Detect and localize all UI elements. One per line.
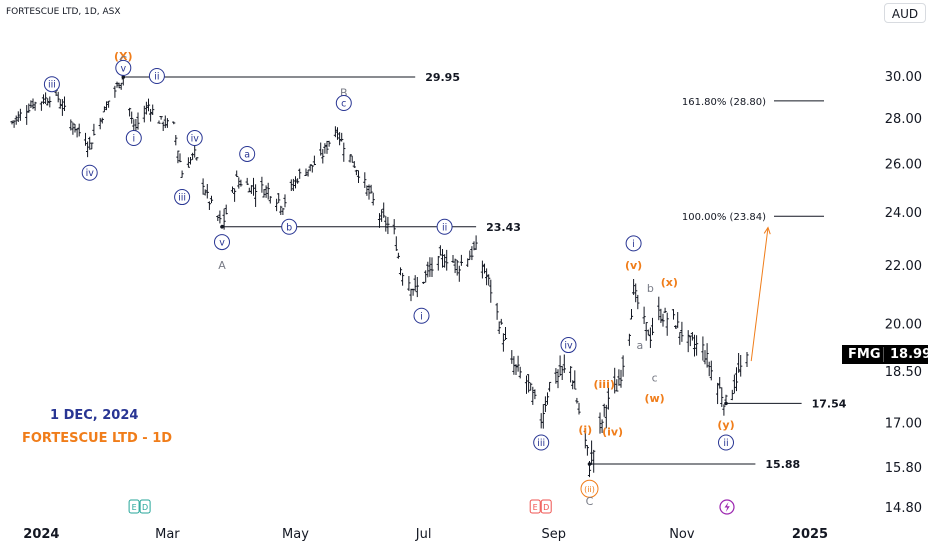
wave-label: v [219, 238, 225, 249]
wave-label: c [652, 372, 658, 385]
wave-label-circle [148, 68, 165, 84]
currency-button[interactable]: AUD [884, 3, 926, 23]
y-tick-label: 17.00 [885, 416, 922, 431]
wave-label: iii [178, 193, 186, 204]
wave-label: (ii) [584, 485, 595, 494]
wave-label: (x) [661, 276, 678, 289]
wave-label: c [341, 99, 346, 110]
wave-label-circle [115, 59, 132, 76]
event-marker-letter: D [543, 503, 549, 512]
x-tick-label: May [282, 527, 309, 542]
wave-label: iv [86, 168, 95, 179]
fib-label: 161.80% (28.80) [682, 97, 766, 108]
wave-label: (iv) [602, 426, 623, 439]
level-label: 17.54 [812, 397, 847, 410]
event-marker-letter: E [132, 503, 137, 512]
y-tick-label: 20.00 [885, 317, 922, 332]
wave-label-circle [718, 434, 734, 451]
wave-label: b [286, 222, 292, 233]
wave-label: (iii) [594, 378, 615, 391]
level-label: 29.95 [425, 71, 460, 84]
wave-label-circle [281, 218, 298, 235]
event-marker-letter: E [533, 503, 538, 512]
lightning-icon-glyph [724, 502, 730, 512]
wave-label-circle [580, 479, 599, 498]
x-tick-label: Sep [542, 527, 567, 542]
wave-label-circle [239, 145, 256, 162]
x-tick-label: Nov [669, 527, 695, 542]
y-tick-label: 24.00 [885, 206, 922, 221]
wave-label: b [647, 282, 654, 295]
x-tick-label: 2024 [23, 527, 59, 542]
level-anchor-dot [121, 75, 126, 79]
event-marker[interactable] [139, 499, 151, 514]
y-tick-label: 22.00 [885, 259, 922, 274]
projection-arrowhead [763, 226, 771, 235]
fib-label: 100.00% (23.84) [682, 212, 766, 223]
y-tick-label: 28.00 [885, 112, 922, 127]
wave-label: iv [564, 341, 573, 352]
wave-label-circle [413, 307, 430, 324]
wave-label: (v) [625, 259, 642, 272]
wave-label-circle [436, 218, 453, 235]
x-tick-label: Mar [155, 527, 180, 542]
wave-label: iii [48, 80, 56, 91]
ticker-label: FMG [848, 347, 881, 362]
level-anchor-dot [724, 401, 728, 406]
wave-label: (i) [578, 424, 592, 437]
wave-label: ii [154, 72, 159, 83]
wave-label-circle [625, 235, 642, 252]
wave-label-circle [81, 164, 98, 181]
wave-label: i [420, 311, 423, 322]
wave-label: (w) [644, 392, 664, 405]
wave-label: (y) [717, 418, 734, 431]
level-label: 15.88 [765, 458, 800, 471]
wave-label: (X) [114, 50, 133, 63]
y-tick-label: 14.80 [885, 501, 922, 516]
wave-label-circle [43, 76, 60, 93]
event-marker[interactable] [128, 499, 140, 514]
y-tick-label: 15.80 [885, 461, 922, 476]
wave-label: i [132, 134, 135, 145]
wave-label: v [120, 63, 126, 74]
wave-label: a [244, 149, 250, 160]
analysis-date: 1 DEC, 2024 [50, 408, 139, 423]
wave-label-circle [186, 130, 203, 147]
badge-divider [883, 347, 884, 362]
projection-arrow [750, 227, 769, 362]
wave-label: ii [723, 438, 728, 449]
level-anchor-dot [220, 224, 224, 229]
event-marker[interactable] [529, 499, 541, 514]
wave-label: iv [191, 134, 200, 145]
y-tick-label: 18.50 [885, 365, 922, 380]
y-tick-label: 26.00 [885, 157, 922, 172]
wave-label: B [340, 86, 348, 99]
event-marker-letter: D [142, 503, 148, 512]
wave-label-circle [335, 95, 352, 112]
wave-label-circle [560, 337, 577, 354]
analysis-subtitle: FORTESCUE LTD - 1D [22, 431, 173, 446]
event-marker[interactable] [540, 499, 552, 514]
wave-label-circle [174, 189, 191, 206]
wave-label: i [632, 239, 635, 250]
wave-label: A [218, 259, 226, 272]
symbol-price-badge: FMG 18.99 [842, 345, 932, 364]
x-tick-label: Jul [415, 527, 432, 542]
level-anchor-dot [587, 462, 592, 466]
last-price: 18.99 [890, 347, 932, 362]
wave-label: a [637, 339, 644, 352]
wave-label: ii [442, 222, 447, 233]
wave-label: iii [537, 438, 545, 449]
wave-label-circle [125, 130, 142, 147]
x-tick-label: 2025 [792, 527, 828, 542]
wave-label: C [586, 495, 594, 508]
wave-label-circle [533, 434, 550, 451]
wave-label-circle [214, 234, 230, 251]
instrument-title: FORTESCUE LTD, 1D, ASX [6, 7, 121, 17]
level-label: 23.43 [486, 221, 521, 234]
y-tick-label: 30.00 [885, 70, 922, 85]
